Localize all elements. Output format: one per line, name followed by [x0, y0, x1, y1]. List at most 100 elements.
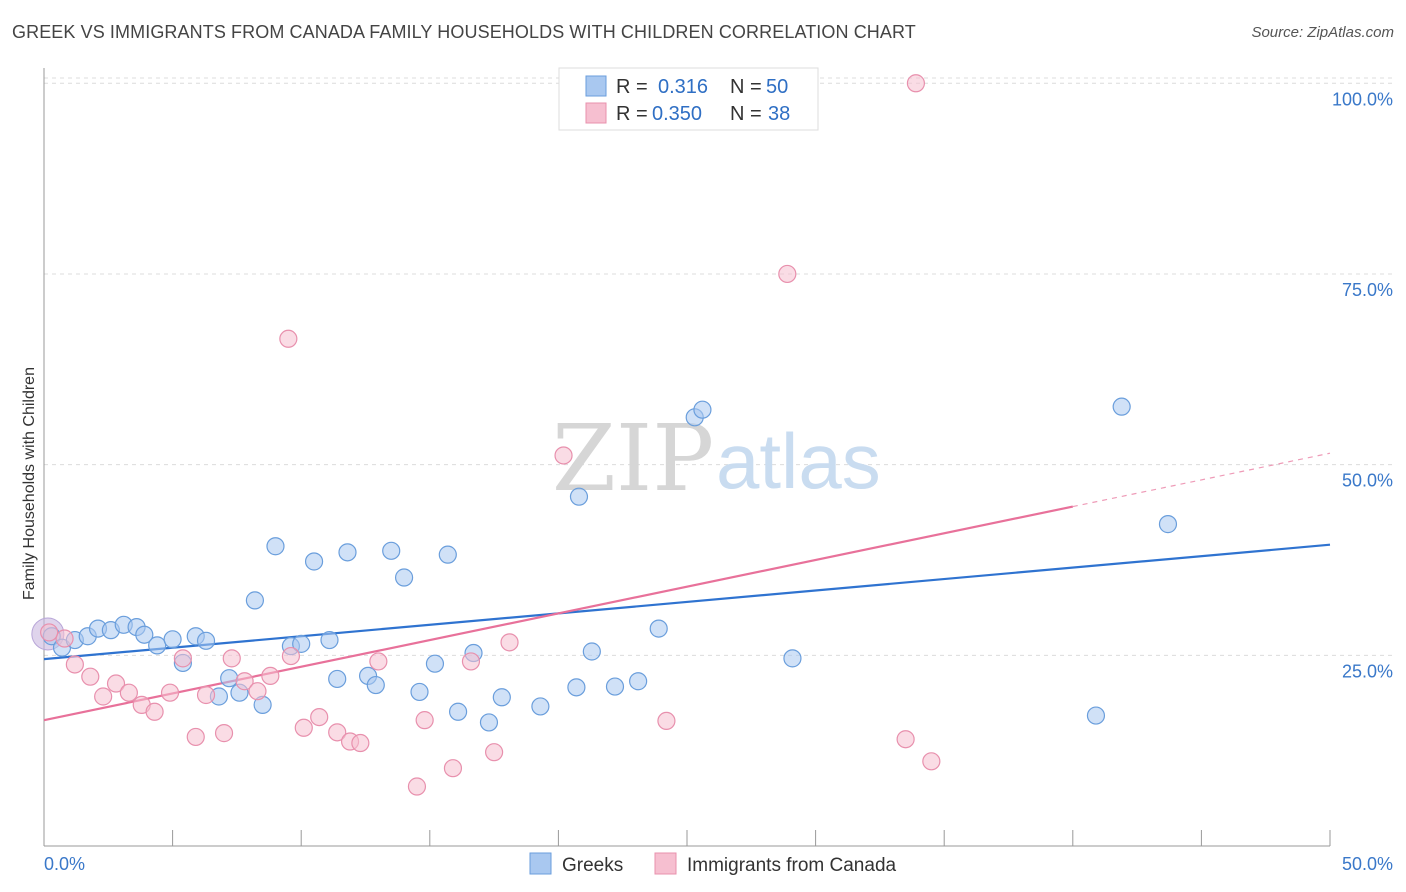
point-canada-2	[81, 667, 100, 686]
legend-n-label-1: N =	[730, 76, 762, 98]
bottom-legend-canada: Immigrants from Canada	[687, 855, 897, 876]
point-greeks-45	[693, 400, 712, 419]
point-greeks-25	[338, 543, 357, 562]
grid-lines	[44, 77, 1393, 656]
point-greeks-47	[1086, 706, 1106, 725]
point-canada-29	[485, 743, 504, 762]
point-canada-1	[65, 655, 84, 674]
point-greeks-43	[649, 619, 668, 638]
point-canada-28	[461, 652, 481, 671]
point-canada-21	[328, 723, 347, 742]
y-axis-tick-labels: 25.0% 50.0% 75.0% 100.0%	[1332, 89, 1393, 681]
point-canada-0	[55, 629, 74, 648]
series-legend: Greeks Immigrants from Canada	[529, 852, 897, 876]
bottom-legend-swatch-greeks	[529, 852, 552, 875]
watermark: ZIP atlas	[552, 405, 881, 512]
point-canada-16	[261, 666, 280, 686]
y-axis-title: Family Households with Children	[21, 367, 38, 600]
watermark-atlas: atlas	[716, 417, 881, 505]
point-greeks-22	[304, 552, 324, 571]
point-greeks-28	[382, 541, 401, 560]
legend-swatch-greeks	[585, 75, 607, 97]
point-canada-4	[106, 674, 126, 693]
legend-n-value-1: 50	[766, 76, 788, 98]
point-greeks-48	[1112, 397, 1131, 416]
point-canada-36	[922, 752, 941, 771]
point-greeks-38	[567, 678, 586, 697]
point-canada-18	[281, 646, 301, 666]
point-canada-26	[415, 711, 434, 730]
data-points	[31, 74, 1178, 796]
point-canada-10	[186, 727, 205, 747]
point-greeks-46	[783, 649, 802, 668]
y-tick-label-2: 75.0%	[1342, 280, 1393, 300]
point-greeks-37	[531, 697, 550, 716]
legend-r-value-2: 0.350	[652, 103, 702, 125]
point-canada-17	[279, 329, 298, 348]
point-canada-35	[906, 74, 926, 93]
point-greeks-41	[605, 677, 625, 696]
point-canada-19	[294, 718, 313, 737]
source-label: Source: ZipAtlas.com	[1251, 24, 1394, 41]
point-greeks-31	[425, 654, 445, 673]
x-tick-label-max: 50.0%	[1342, 854, 1393, 874]
trend-lines	[43, 452, 1331, 722]
trend-line-canada-extension	[1072, 452, 1331, 508]
point-canada-37	[40, 623, 59, 642]
point-greeks-23	[320, 630, 339, 650]
point-greeks-40	[582, 642, 601, 661]
point-greeks-39	[569, 487, 589, 506]
point-greeks-35	[479, 713, 499, 732]
point-greeks-24	[328, 669, 347, 689]
bottom-legend-greeks: Greeks	[562, 855, 623, 876]
point-greeks-8	[135, 625, 154, 644]
point-canada-32	[657, 711, 676, 731]
point-greeks-19	[266, 537, 285, 556]
y-tick-label-1: 50.0%	[1342, 471, 1393, 491]
point-canada-14	[235, 672, 254, 691]
point-canada-5	[119, 683, 138, 702]
bottom-legend-swatch-canada	[654, 852, 677, 875]
legend-swatch-canada	[585, 102, 607, 124]
point-greeks-9	[148, 636, 167, 655]
point-canada-7	[145, 702, 164, 721]
point-canada-24	[369, 652, 388, 671]
x-tick-label-min: 0.0%	[44, 854, 85, 874]
point-canada-9	[173, 649, 192, 668]
trend-line-greeks	[43, 543, 1331, 661]
point-greeks-33	[448, 702, 468, 721]
point-canada-30	[500, 633, 519, 652]
point-canada-12	[214, 724, 234, 743]
point-canada-25	[407, 777, 427, 796]
point-greeks-17	[245, 591, 265, 610]
point-greeks-15	[220, 669, 239, 688]
point-greeks-27	[366, 675, 385, 695]
point-greeks-32	[438, 545, 457, 564]
point-canada-27	[443, 759, 463, 778]
point-canada-3	[94, 687, 113, 706]
point-canada-33	[778, 264, 797, 284]
point-canada-20	[310, 707, 329, 727]
y-tick-label-3: 100.0%	[1332, 89, 1393, 109]
legend-r-label-2: R =	[616, 103, 648, 125]
point-greeks-30	[410, 682, 429, 702]
chart-title: GREEK VS IMMIGRANTS FROM CANADA FAMILY H…	[12, 22, 916, 42]
point-canada-8	[160, 683, 180, 702]
point-canada-23	[351, 733, 370, 753]
point-greeks-21	[292, 634, 311, 653]
point-canada-15	[248, 682, 267, 701]
legend-n-label-2: N =	[730, 103, 762, 125]
legend-n-value-2: 38	[768, 103, 790, 125]
point-greeks-13	[196, 631, 216, 650]
point-canada-11	[196, 685, 216, 705]
legend-r-value-1: 0.316	[658, 76, 708, 98]
trend-line-canada	[43, 505, 1074, 722]
point-greeks-10	[163, 630, 182, 649]
point-canada-13	[222, 649, 241, 668]
point-greeks-42	[629, 672, 648, 691]
legend-r-label-1: R =	[616, 76, 648, 98]
point-greeks-49	[1158, 515, 1178, 534]
point-canada-34	[896, 730, 915, 749]
point-canada-31	[554, 446, 573, 465]
